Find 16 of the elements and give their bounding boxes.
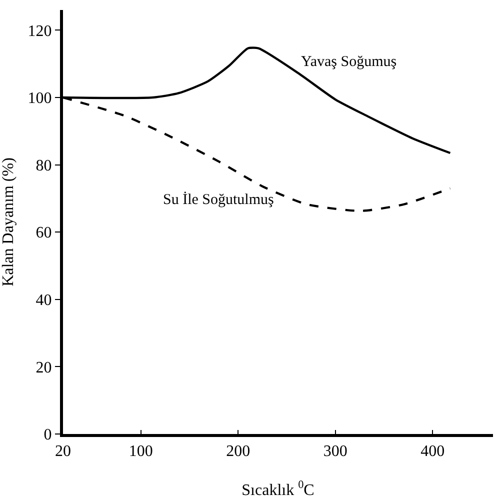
y-axis-title: Kalan Dayanım (%) <box>0 158 17 286</box>
y-tick-label: 100 <box>28 90 52 108</box>
y-tick-label: 60 <box>36 224 52 242</box>
series-label: Yavaş Soğumuş <box>301 54 397 70</box>
x-tick-label: 100 <box>128 443 153 460</box>
x-axis-title: Sıcaklık $^{0}$C <box>242 479 314 499</box>
x-tick-label: 20 <box>55 443 71 460</box>
x-tick-label: 300 <box>323 443 348 460</box>
y-tick-label: 20 <box>36 359 52 376</box>
y-tick-label: 120 <box>28 22 52 40</box>
x-tick-label: 400 <box>420 443 445 460</box>
y-tick-label: 40 <box>36 292 52 309</box>
series-label: Su İle Soğutulmuş <box>163 191 274 208</box>
y-tick-label: 0 <box>44 426 52 444</box>
y-tick-label: 80 <box>36 157 52 174</box>
x-tick-label: 200 <box>226 443 250 460</box>
